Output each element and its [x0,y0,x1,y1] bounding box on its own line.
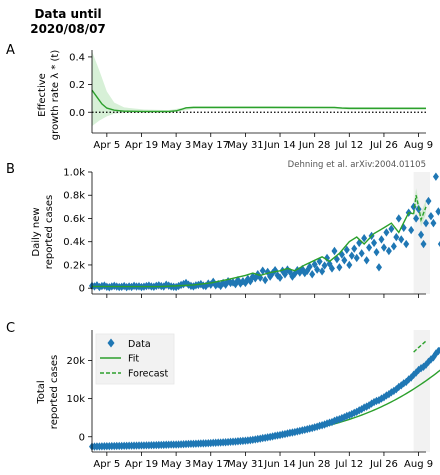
legend-forecast-label: Forecast [128,369,168,380]
panel-b-data-point [346,261,352,269]
panel-a-xtick-label: Apr 19 [125,140,158,151]
panel-a-ytick-label: 0.2 [69,80,85,91]
header-line-2: 2020/08/07 [30,22,106,36]
panel-c-xtick-label: Apr 5 [93,459,120,470]
panel-b-data-point [376,263,382,271]
panel-c-ylabel-line2: reported cases [49,355,60,429]
panel-b-data-point [381,243,387,251]
panel-b-data-point [386,247,392,255]
panel-b-ylabel-line1: Daily new [31,207,42,256]
panel-a-xtick-label: Jun 14 [263,140,296,151]
panel-b-data-point [430,219,436,227]
panel-label-a: A [6,43,15,58]
panel-c-xtick-label: May 17 [192,459,229,470]
panel-c-xtick-label: May 31 [227,459,264,470]
panel-b-ytick-label: 0.6k [63,214,85,225]
panel-c-xtick-label: May 3 [161,459,191,470]
panel-a-xtick-label: Apr 5 [93,140,120,151]
panel-a-xtick-label: May 3 [161,140,191,151]
panel-c-ylabel: Total reported cases [36,355,60,429]
panel-b-data-point [433,172,439,180]
panel-c-ytick-label: 20k [66,356,85,367]
panel-b-data-point [336,263,342,271]
panel-a-ylabel-line1: Effective [37,73,48,117]
panel-b-data-point [435,207,440,215]
panel-b-ylabel-line2: reported cases [44,195,55,269]
panel-a-plot [92,51,426,126]
panel-b-ylabel: Daily new reported cases [31,195,55,269]
panel-b-data-point [359,249,365,257]
panel-b-data-point [366,243,372,251]
panel-b-data-point [351,244,357,252]
citation: Dehning et al. arXiv:2004.01105 [288,160,426,170]
panel-b-data-point [371,239,377,247]
panel-b-data-point [403,240,409,248]
panel-c-xtick-label: Jun 28 [298,459,331,470]
header-line-1: Data until [34,7,101,21]
panel-a-y-ticks: 0.0 0.2 0.4 [69,52,92,118]
panel-c-y-ticks: 0 10k 20k [66,356,92,443]
panel-b-data-point [374,248,380,256]
panel-b-data-point [354,254,360,262]
panel-c-ytick-label: 0 [79,432,85,443]
panel-a-ylabel-line2: growth rate λ * (t) [50,50,61,141]
legend-fit-label: Fit [128,354,139,365]
panel-b-ytick-label: 0.8k [63,191,85,202]
panel-b-data-point [262,276,268,284]
panel-c-forecast-region [414,330,430,452]
panel-b-y-ticks: 0 0.2k 0.4k 0.6k 0.8k 1.0k [63,168,418,299]
panel-a-band [92,51,426,126]
panel-b-data-point [391,242,397,250]
panel-b-data-point [364,256,370,264]
panel-b-data-point [396,214,402,222]
panel-a-ytick-label: 0.4 [69,52,85,63]
panel-b-ytick-label: 0.4k [63,237,85,248]
panel-c-xtick-label: Jun 14 [263,459,296,470]
panel-b-ytick-label: 0 [79,284,85,295]
panel-b-ytick-label: 0.2k [63,260,85,271]
panel-a-xtick-label: Jul 12 [334,140,363,151]
panel-b-data-point [309,270,315,278]
panel-c-xtick-label: Apr 19 [125,459,158,470]
panel-c-xtick-label: Jul 12 [334,459,363,470]
panel-b-data-point [383,228,389,236]
panel-b-data-point [331,247,337,255]
panel-b-data-point [393,233,399,241]
panel-a: Effective growth rate λ * (t) 0.00.20.4 … [37,50,433,151]
panel-a-xtick-label: May 31 [227,140,264,151]
panel-a-xtick-label: Aug 9 [404,140,433,151]
panel-c-ytick-label: 10k [66,394,85,405]
panel-c-xtick-label: Jul 26 [369,459,398,470]
panel-b-data-point [398,235,404,243]
legend-data-label: Data [128,339,151,350]
panel-a-xtick-label: Jun 28 [298,140,331,151]
panel-label-c: C [6,321,15,336]
panel-b-data-point [378,235,384,243]
panel-b-plot [89,172,440,294]
panel-b-data-point [408,226,414,234]
panel-c: Total reported cases 0 10k 20k Apr 5 Apr 19… [36,290,440,470]
panel-c-xtick-label: Aug 9 [404,459,433,470]
panel-a-ytick-label: 0.0 [69,108,85,119]
panel-b: Daily new reported cases 0 0.2k 0.4k 0.6k 0.… [31,168,440,299]
panel-label-b: B [6,162,15,177]
panel-c-ylabel-line1: Total [36,380,47,404]
panel-a-xtick-label: May 17 [192,140,229,151]
panel-a-ylabel: Effective growth rate λ * (t) [37,50,61,141]
panel-b-data-point [349,251,355,259]
panel-b-ytick-label: 1.0k [63,168,85,179]
legend: Data Fit Forecast [96,334,174,384]
panel-a-xtick-label: Jul 26 [369,140,398,151]
